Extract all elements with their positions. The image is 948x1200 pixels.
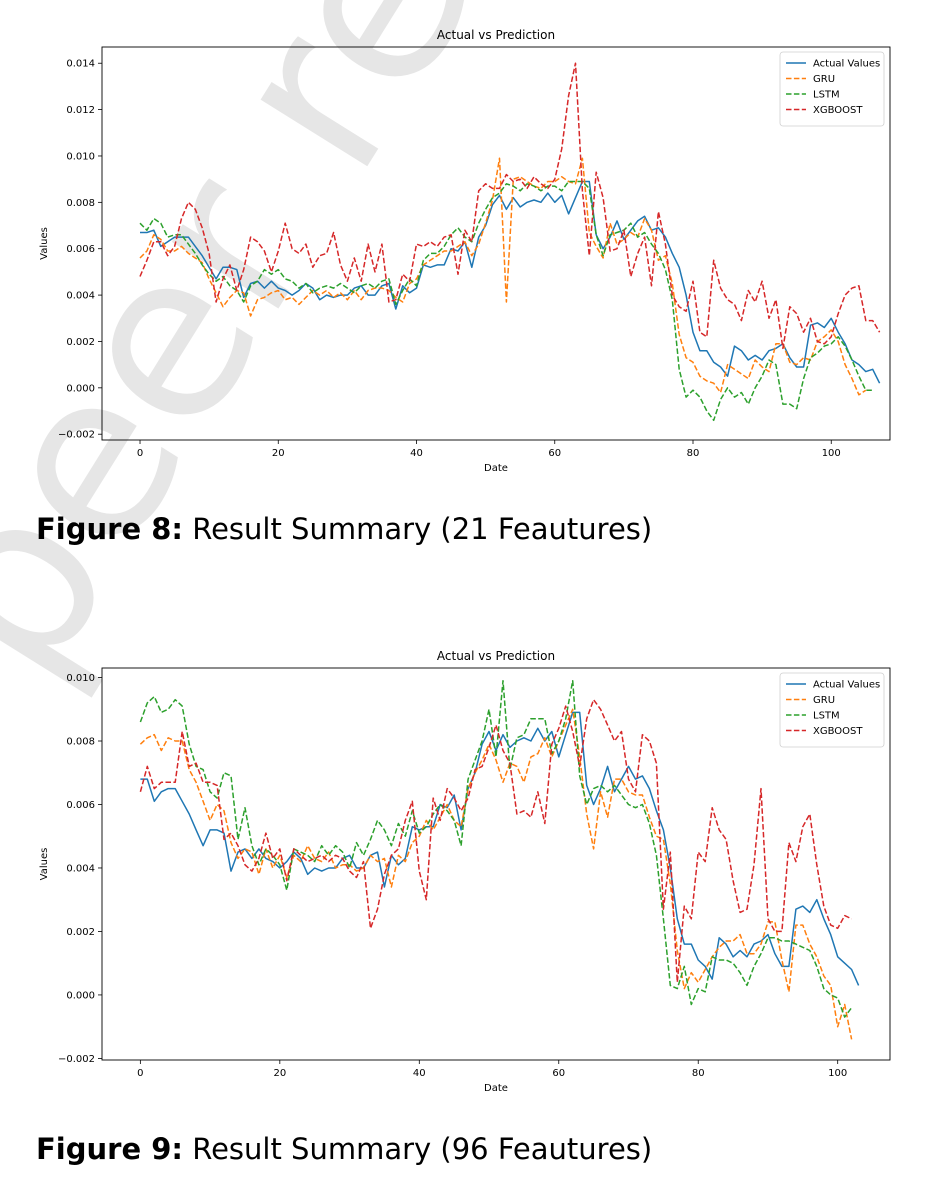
x-tick-label: 80	[687, 448, 700, 459]
legend-label-lstm: LSTM	[813, 711, 840, 722]
y-tick-label: −0.002	[58, 430, 95, 441]
series-group	[139, 679, 860, 1040]
chart-title: Actual vs Prediction	[437, 28, 555, 42]
x-tick-label: 60	[552, 1068, 565, 1079]
y-tick-label: −0.002	[58, 1054, 95, 1065]
legend-label-xgboost: XGBOOST	[813, 105, 863, 116]
y-axis-label: Values	[39, 848, 50, 881]
x-tick-label: 0	[137, 1068, 143, 1079]
y-tick-label: 0.008	[66, 198, 95, 209]
legend-label-gru: GRU	[813, 695, 835, 706]
figure-8-label: Figure 8:	[36, 512, 183, 546]
x-tick-label: 40	[413, 1068, 426, 1079]
series-group	[139, 62, 881, 422]
series-line-xgboost	[139, 698, 852, 983]
y-tick-label: 0.010	[66, 151, 95, 162]
legend: Actual Values GRU LSTM XGBOOST	[779, 51, 885, 127]
x-tick-label: 80	[692, 1068, 705, 1079]
chart-title: Actual vs Prediction	[437, 649, 555, 663]
y-tick-label: 0.002	[66, 337, 95, 348]
legend-label-gru: GRU	[813, 74, 835, 85]
series-line-actual-values	[140, 711, 860, 986]
y-tick-label: 0.012	[66, 105, 95, 116]
series-line-gru	[139, 157, 867, 396]
x-tick-label: 60	[548, 448, 561, 459]
legend-box	[779, 672, 885, 748]
legend-label-actual-values: Actual Values	[813, 680, 880, 691]
x-tick-label: 100	[828, 1068, 847, 1079]
x-axis-label: Date	[484, 463, 508, 474]
figure-8-text: Result Summary (21 Feautures)	[192, 512, 653, 546]
x-tick-label: 20	[272, 448, 285, 459]
x-tick-label: 100	[822, 448, 841, 459]
y-tick-label: 0.006	[66, 244, 95, 255]
legend-box	[779, 51, 885, 127]
x-tick-label: 40	[410, 448, 423, 459]
figure-9-caption: Figure 9: Result Summary (96 Feautures)	[36, 1132, 652, 1166]
series-line-gru	[139, 708, 853, 1040]
legend-label-xgboost: XGBOOST	[813, 726, 863, 737]
y-tick-label: 0.014	[66, 59, 95, 70]
x-tick-label: 20	[273, 1068, 286, 1079]
series-line-lstm	[139, 679, 853, 1018]
y-tick-label: 0.004	[66, 291, 95, 302]
legend-label-lstm: LSTM	[813, 90, 840, 101]
plot-frame	[101, 46, 891, 441]
y-tick-label: 0.004	[66, 863, 95, 874]
chart-figure-9: Actual vs Prediction 0 20 40 60 80 100 −0.002 0.…	[39, 649, 891, 1094]
y-tick-label: 0.010	[66, 673, 95, 684]
figure-9-text: Result Summary (96 Feautures)	[192, 1132, 653, 1166]
series-line-actual-values	[140, 180, 881, 384]
y-tick-label: 0.002	[66, 927, 95, 938]
plot-frame	[101, 667, 891, 1061]
y-tick-label: 0.000	[66, 990, 95, 1001]
y-tick-label: 0.008	[66, 737, 95, 748]
x-tick-label: 0	[137, 448, 143, 459]
y-tick-label: 0.006	[66, 800, 95, 811]
y-tick-label: 0.000	[66, 383, 95, 394]
legend: Actual Values GRU LSTM XGBOOST	[779, 672, 885, 748]
series-line-lstm	[139, 180, 873, 422]
chart-figure-8: Actual vs Prediction 0 20 40 60 80 100 −0.002 0.…	[39, 28, 891, 474]
legend-label-actual-values: Actual Values	[813, 59, 880, 70]
series-line-xgboost	[139, 62, 881, 350]
y-axis-label: Values	[39, 227, 50, 260]
figure-8-caption: Figure 8: Result Summary (21 Feautures)	[36, 512, 652, 546]
figure-9-label: Figure 9:	[36, 1132, 183, 1166]
x-axis-label: Date	[484, 1083, 508, 1094]
